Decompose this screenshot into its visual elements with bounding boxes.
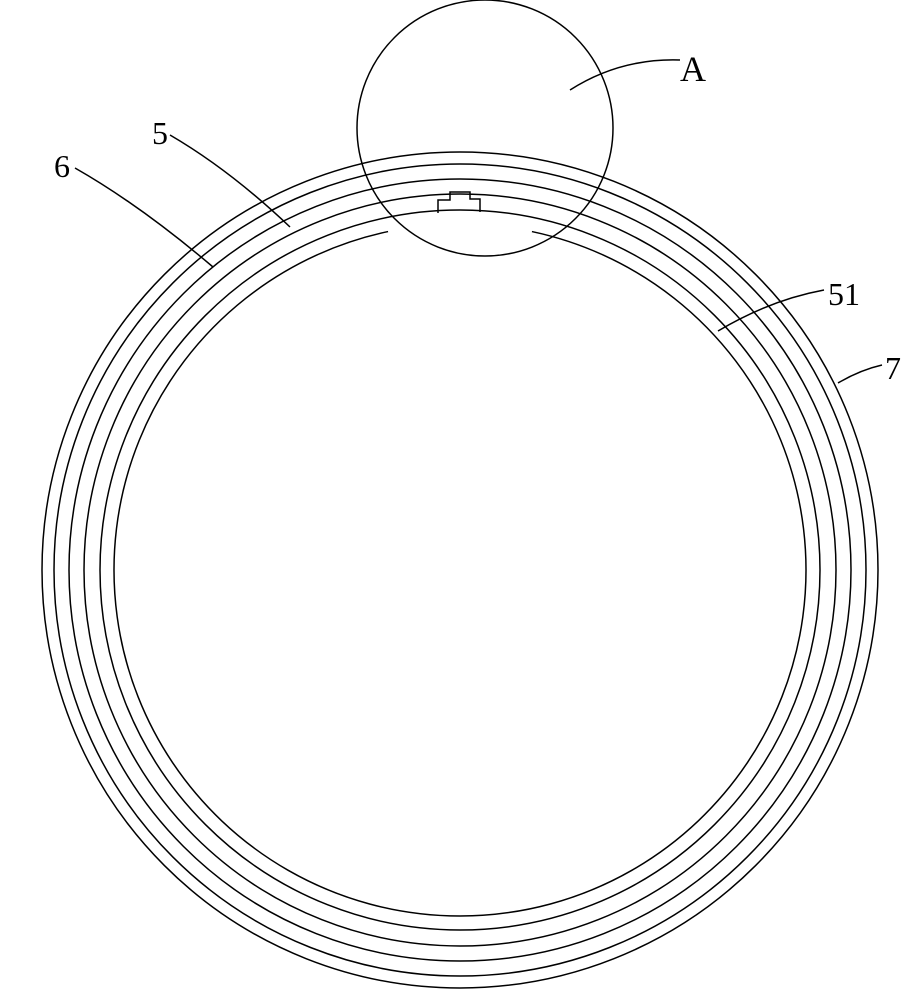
label-7: 7 (885, 350, 901, 387)
label-6: 6 (54, 148, 70, 185)
detail-callout-circle (357, 0, 613, 256)
concentric-rings (42, 152, 878, 988)
label-A: A (680, 48, 706, 90)
technical-diagram (0, 0, 917, 1000)
ring-3 (84, 194, 836, 946)
ring-0 (42, 152, 878, 988)
label-51: 51 (828, 276, 860, 313)
leader-lines (75, 60, 882, 383)
leader-51 (718, 290, 824, 331)
leader-7 (838, 365, 882, 383)
leader-A (570, 60, 680, 90)
leader-6 (75, 168, 213, 267)
ring-4 (100, 210, 820, 930)
ring-1 (54, 164, 866, 976)
detail-circle-a (357, 0, 613, 256)
ring-5 (114, 232, 806, 916)
ring-2 (69, 179, 851, 961)
leader-5 (170, 135, 290, 227)
label-5: 5 (152, 115, 168, 152)
